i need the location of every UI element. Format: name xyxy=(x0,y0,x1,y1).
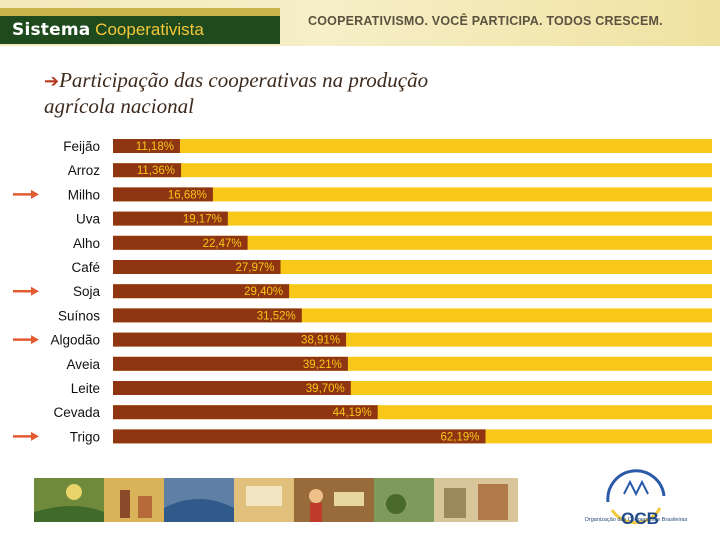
bar-6 xyxy=(113,284,290,299)
brand-word-cooperativista: Cooperativista xyxy=(95,20,204,39)
value-label-10: 39,70% xyxy=(306,383,345,395)
bar-track-3 xyxy=(113,211,712,226)
bar-2 xyxy=(113,187,213,202)
brand-word-sistema: Sistema xyxy=(12,20,91,40)
category-label-2: Milho xyxy=(68,187,100,202)
value-label-1: 11,36% xyxy=(137,165,175,177)
footer-illustration xyxy=(34,478,518,522)
category-label-8: Algodão xyxy=(50,333,100,348)
highlight-arrow-head-6 xyxy=(31,286,39,296)
value-label-7: 31,52% xyxy=(257,310,296,322)
value-label-6: 29,40% xyxy=(244,286,283,298)
bar-track-4 xyxy=(113,235,712,250)
page-title: ➔Participação das cooperativas na produç… xyxy=(44,68,564,119)
category-label-12: Trigo xyxy=(70,429,100,444)
bar-3 xyxy=(113,211,228,226)
bar-11 xyxy=(113,405,378,420)
category-label-5: Café xyxy=(71,260,100,275)
value-label-0: 11,18% xyxy=(136,141,174,153)
bar-track-0 xyxy=(113,139,712,153)
brand-box xyxy=(0,8,280,44)
title-line-2: agrícola nacional xyxy=(44,94,194,118)
highlight-arrow-head-12 xyxy=(31,431,39,441)
bar-7 xyxy=(113,308,302,323)
value-label-2: 16,68% xyxy=(168,189,207,201)
highlight-arrow-head-8 xyxy=(31,335,39,345)
bar-8 xyxy=(113,332,347,347)
bar-track-1 xyxy=(113,163,712,178)
category-label-4: Alho xyxy=(73,236,100,251)
title-line-1: Participação das cooperativas na produçã… xyxy=(59,68,429,92)
value-label-5: 27,97% xyxy=(236,262,275,274)
arrow-right-icon: ➔ xyxy=(44,71,60,91)
category-label-3: Uva xyxy=(76,212,100,227)
category-label-0: Feijão xyxy=(63,139,100,154)
highlight-arrow-head-2 xyxy=(31,189,39,199)
value-label-9: 39,21% xyxy=(303,359,342,371)
logo-text: OCB xyxy=(621,509,659,528)
ocb-logo: OCB xyxy=(606,469,666,528)
slogan: COOPERATIVISMO. VOCÊ PARTICIPA. TODOS CR… xyxy=(308,14,663,28)
value-label-3: 19,17% xyxy=(183,214,222,226)
bar-0 xyxy=(113,139,180,153)
logo-caption: Organização das Cooperativas Brasileiras xyxy=(584,517,688,523)
category-label-9: Aveia xyxy=(66,357,100,372)
bar-4 xyxy=(113,235,248,250)
bar-12 xyxy=(113,429,486,444)
category-label-6: Soja xyxy=(73,284,101,299)
brand-title: Sistema Cooperativista xyxy=(12,20,204,40)
value-label-4: 22,47% xyxy=(203,238,242,250)
category-label-11: Cevada xyxy=(53,405,100,420)
bar-track-2 xyxy=(113,187,712,202)
category-label-7: Suínos xyxy=(58,308,100,323)
bar-10 xyxy=(113,381,351,395)
value-label-12: 62,19% xyxy=(441,431,480,443)
bar-1 xyxy=(113,163,182,178)
category-label-1: Arroz xyxy=(68,163,101,178)
bar-9 xyxy=(113,356,348,371)
category-label-10: Leite xyxy=(71,381,100,396)
bar-5 xyxy=(113,260,281,274)
value-label-11: 44,19% xyxy=(333,407,372,419)
value-label-8: 38,91% xyxy=(301,335,340,347)
